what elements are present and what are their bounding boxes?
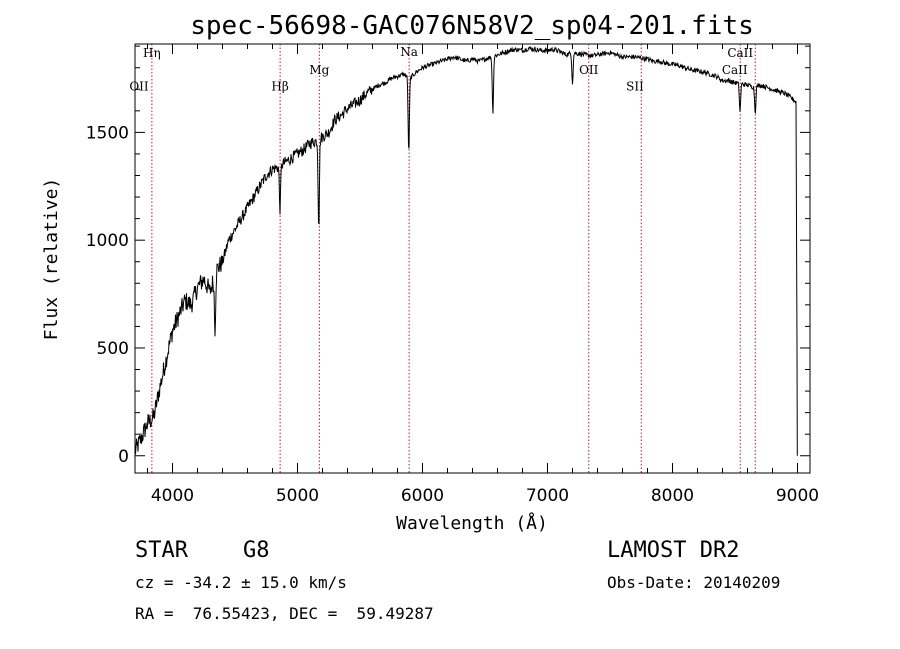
spectral-line-label: OII: [129, 79, 149, 93]
x-tick-label: 8000: [651, 486, 694, 506]
chart-title: spec-56698-GAC076N58V2_sp04-201.fits: [190, 11, 754, 41]
x-tick-label: 5000: [276, 486, 319, 506]
spectral-line-label: SII: [626, 79, 644, 93]
y-tick-label: 0: [118, 447, 129, 467]
spectral-line-labels: Hη OII Hβ Mg Na OII SII CaII CaII: [129, 45, 753, 93]
plot-frame: [134, 43, 811, 474]
y-axis: 0 500 1000 1500: [86, 45, 810, 467]
spectral-line-label: Mg: [309, 63, 329, 77]
observation-date: Obs-Date: 20140209: [607, 573, 781, 592]
coordinates: RA = 76.55423, DEC = 59.49287: [135, 604, 434, 623]
spectral-line-label: CaII: [722, 63, 748, 77]
object-subclass: G8: [243, 538, 270, 563]
spectrum-line: [134, 46, 798, 456]
spectral-line-label: Hη: [143, 46, 161, 60]
object-class: STAR: [135, 538, 188, 563]
spectral-line-label: Hβ: [271, 79, 288, 93]
x-tick-label: 9000: [776, 486, 819, 506]
spectral-line-markers: [151, 44, 756, 473]
redshift-cz: cz = -34.2 ± 15.0 km/s: [135, 573, 347, 592]
spectral-line-label: Na: [400, 45, 418, 59]
x-axis: 4000 5000 6000 7000 8000 9000: [147, 44, 819, 506]
spectral-line-label: CaII: [727, 46, 753, 60]
y-axis-label: Flux (relative): [41, 178, 62, 341]
x-tick-label: 7000: [526, 486, 569, 506]
y-tick-label: 1000: [86, 231, 129, 251]
survey-name: LAMOST DR2: [607, 538, 740, 563]
x-tick-label: 6000: [401, 486, 444, 506]
spectrum-series: [134, 46, 798, 456]
spectral-line-label: OII: [579, 63, 599, 77]
x-axis-label: Wavelength (Å): [396, 512, 548, 534]
y-tick-label: 500: [97, 339, 129, 359]
y-tick-label: 1500: [86, 123, 129, 143]
x-tick-label: 4000: [151, 486, 194, 506]
